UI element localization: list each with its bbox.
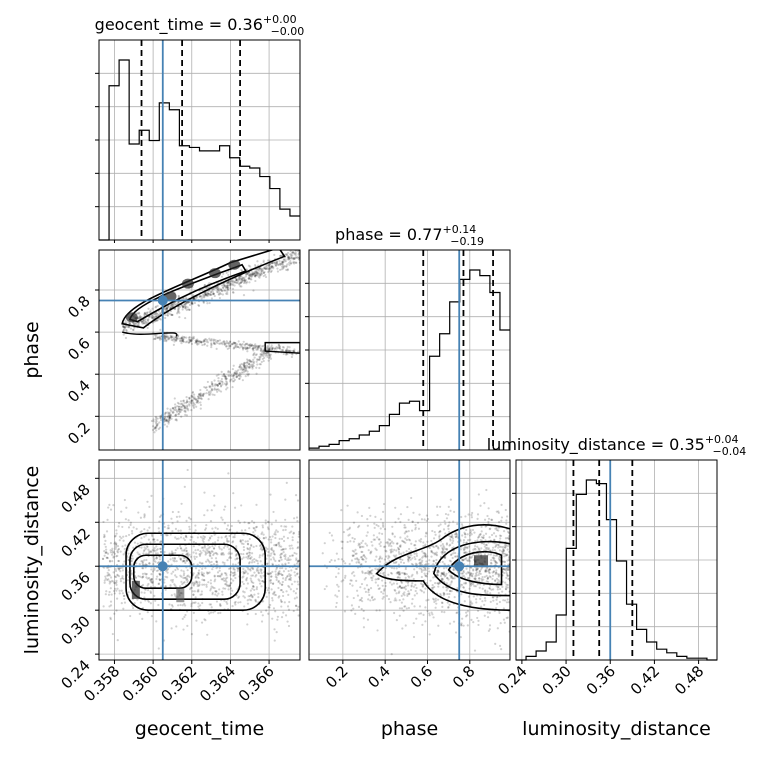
panel-frame [98,249,301,451]
truth-marker [454,561,465,572]
x-tick-label: 0.2 [322,662,352,692]
panel-frame [98,39,301,241]
density-blob [208,268,221,279]
contours [121,250,300,354]
x-tick-label: 0.360 [119,662,162,705]
contour-outer [375,524,510,611]
panel-title-luminosity_distance: luminosity_distance = 0.35+0.04 −0.04 [487,433,747,458]
y-axis-label-luminosity_distance: luminosity_distance [21,466,43,655]
x-tick-label: 0.362 [157,662,200,705]
truth-marker [157,561,168,572]
contour-mid [129,543,241,600]
panel-title-geocent_time: geocent_time = 0.36+0.00 −0.00 [95,13,305,38]
x-tick-label: 0.8 [449,662,479,692]
y-tick-label: 0.4 [64,376,94,406]
histogram-luminosity_distance [516,479,717,661]
y-tick-label: 0.30 [57,612,93,648]
y-tick-label: 0.36 [57,568,93,604]
contour-edge [264,341,300,354]
hist-panel-phase: phase = 0.77+0.14 −0.19 [305,223,511,451]
x-tick-label: 0.42 [627,662,663,698]
y-tick-label: 0.2 [64,418,94,448]
density-blob [228,259,241,270]
panel-frame [308,249,511,451]
density-blob [125,312,138,323]
x-axis-label-geocent_time: geocent_time [135,718,264,740]
hist-panel-geocent_time: geocent_time = 0.36+0.00 −0.00 [95,13,305,241]
x-tick-label: 0.6 [407,662,437,692]
x-tick-label: 0.4 [364,662,394,692]
y-tick-label: 0.42 [57,524,93,560]
y-axis-label-phase: phase [21,321,43,378]
scatter-panel-phase-vs-luminosity_distance [309,460,510,660]
density-blob [474,555,489,568]
x-axis-label-luminosity_distance: luminosity_distance [522,718,711,740]
histogram-phase [309,269,510,449]
x-tick-label: 0.24 [494,662,530,698]
contour-inner [128,263,248,323]
x-tick-label: 0.48 [671,662,707,698]
x-tick-label: 0.364 [196,662,239,705]
panel-frame [98,459,301,661]
y-tick-label: 0.48 [57,480,93,516]
density-blob [181,278,194,289]
sample-points [101,468,300,650]
x-tick-label: 0.30 [539,662,575,698]
y-tick-label: 0.8 [64,292,94,322]
contour-lower [121,331,178,337]
contour-inner [447,550,503,586]
x-tick-label: 0.366 [235,662,278,705]
x-tick-label: 0.36 [583,662,619,698]
contours [375,524,510,611]
panel-title-phase: phase = 0.77+0.14 −0.19 [335,223,484,248]
x-axis-label-phase: phase [381,718,438,740]
contour-outer [125,532,267,611]
scatter-panel-geocent_time-vs-phase [99,250,300,450]
truth-marker [157,295,168,306]
panel-frame [515,459,718,661]
density-blob [164,291,177,302]
density-blob [131,580,140,599]
scatter-panel-geocent_time-vs-luminosity_distance [99,460,300,660]
density-blob [176,588,185,603]
histogram-geocent_time [99,59,300,241]
sample-points [321,488,510,656]
panel-frame [308,459,511,661]
contour-mid [432,540,510,597]
contour-outer [121,250,286,329]
hist-panel-luminosity_distance: luminosity_distance = 0.35+0.04 −0.04 [487,433,747,661]
y-tick-label: 0.6 [64,334,94,364]
